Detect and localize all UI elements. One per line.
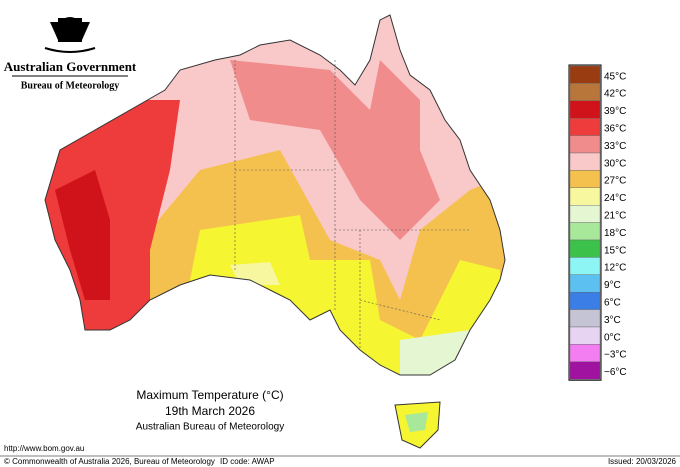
crest: [44, 17, 96, 53]
legend-label: 3°C: [604, 315, 621, 326]
legend-swatch: [569, 361, 601, 380]
legend-swatch: [569, 274, 601, 293]
legend-swatch: [569, 135, 601, 154]
legend-swatch: [569, 309, 601, 328]
legend-label: 36°C: [604, 124, 626, 135]
legend-label: −3°C: [604, 350, 627, 361]
copyright: © Commonwealth of Australia 2026, Bureau…: [4, 457, 215, 466]
legend-label: 6°C: [604, 298, 621, 309]
legend-label: 12°C: [604, 263, 626, 274]
legend-label: 21°C: [604, 211, 626, 222]
legend-swatch: [569, 239, 601, 258]
agency: Bureau of Meteorology: [21, 80, 120, 91]
legend-swatch: [569, 344, 601, 362]
id-code: ID code: AWAP: [220, 457, 275, 466]
tasmania-cool: [405, 412, 428, 432]
coastline: [44, 14, 506, 376]
legend-swatch: [569, 152, 601, 171]
legend-label: 0°C: [604, 332, 621, 343]
map-title: Maximum Temperature (°C): [136, 388, 283, 402]
legend-swatch: [569, 204, 601, 223]
legend-label: −6°C: [604, 367, 627, 378]
legend-label: 45°C: [604, 71, 626, 82]
state-borders: [234, 60, 470, 350]
map-date: 19th March 2026: [165, 404, 255, 418]
legend-swatch: [569, 65, 601, 84]
legend-label: 18°C: [604, 228, 626, 239]
legend-swatch: [569, 222, 601, 241]
legend-label: 9°C: [604, 280, 621, 291]
legend-swatch: [569, 257, 601, 275]
legend-label: 33°C: [604, 141, 626, 152]
legend-swatch: [569, 117, 601, 136]
legend-label: 42°C: [604, 89, 626, 100]
legend-label: 24°C: [604, 193, 626, 204]
legend-swatch: [569, 170, 601, 188]
legend-swatch: [569, 326, 601, 345]
legend-label: 30°C: [604, 158, 626, 169]
legend: 45°C 42°C 39°C 36°C 33°C 30°C 27°C 24°C 21°C 18°C…: [568, 64, 627, 381]
legend-label: 15°C: [604, 245, 626, 256]
issued: Issued: 20/03/2026: [608, 457, 677, 466]
government: Australian Government: [4, 59, 137, 74]
legend-swatch: [569, 83, 601, 102]
legend-swatch: [569, 187, 601, 206]
legend-label: 27°C: [604, 176, 626, 187]
url: http://www.bom.gov.au: [4, 444, 84, 453]
map-source: Australian Bureau of Meteorology: [136, 422, 284, 433]
legend-frame: [568, 64, 602, 381]
legend-label: 39°C: [604, 106, 626, 117]
legend-swatch: [569, 100, 601, 119]
legend-swatch: [569, 292, 601, 310]
